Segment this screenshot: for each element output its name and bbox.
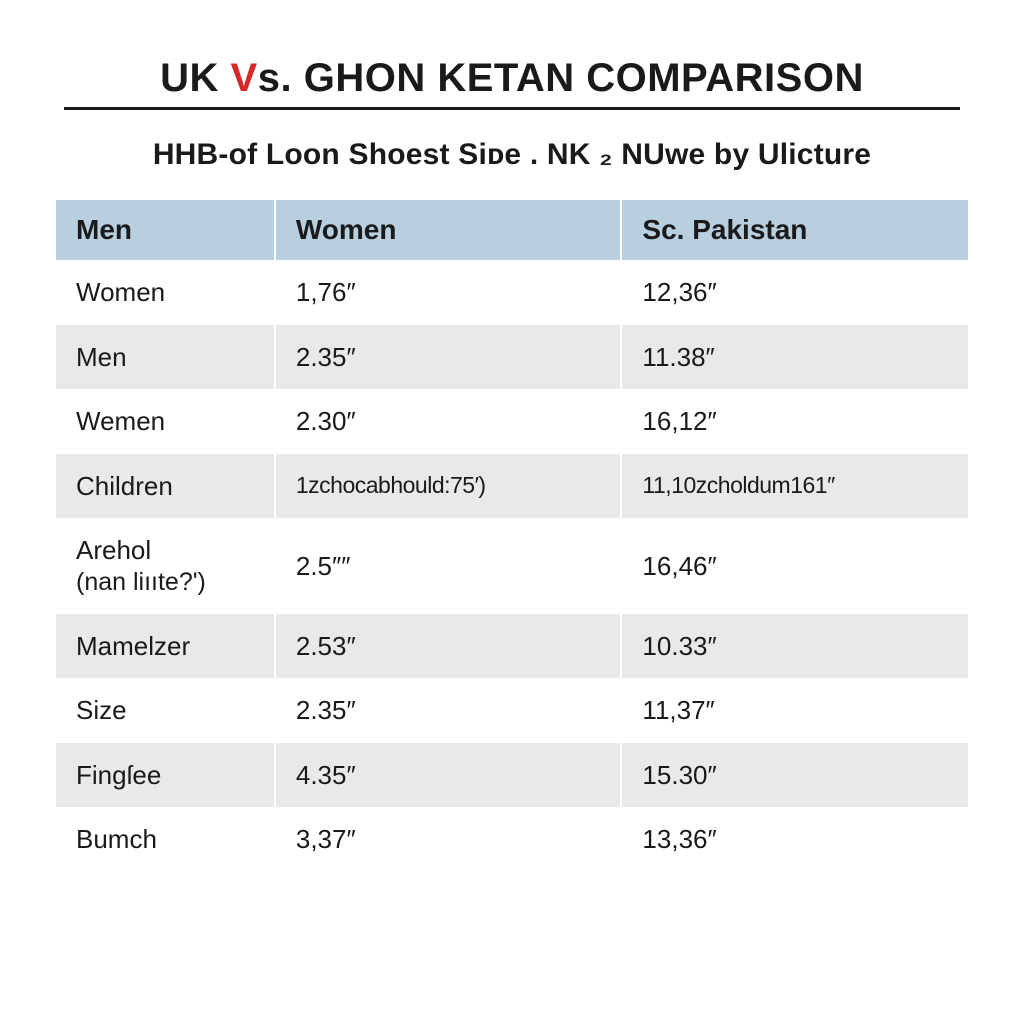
title-vs-v: V	[231, 56, 258, 100]
table-row: Wemen 2.30″ 16,12″	[56, 389, 968, 454]
col-header-3: Sc. Pakistan	[621, 200, 968, 260]
comparison-table: Men Women Sc. Pakistan Women 1,76″ 12,36…	[56, 200, 968, 872]
cell-value: 3,37″	[275, 807, 622, 872]
cell-value: 10.33″	[621, 614, 968, 679]
table-row: Size 2.35″ 11,37″	[56, 678, 968, 743]
table-row: Arehol (nan liııte?') 2.5″″ 16,46″	[56, 518, 968, 614]
cell-label: Bumch	[56, 807, 275, 872]
table-header-row: Men Women Sc. Pakistan	[56, 200, 968, 260]
table-row: Women 1,76″ 12,36″	[56, 260, 968, 325]
cell-value: 2.35″	[275, 678, 622, 743]
cell-label-line2: (nan liııte?')	[76, 567, 254, 598]
cell-value: 2.53″	[275, 614, 622, 679]
page-title: UK Vs. GHON KETAN COMPARISON	[64, 56, 960, 110]
cell-value: 2.30″	[275, 389, 622, 454]
col-header-1: Men	[56, 200, 275, 260]
cell-value: 13,36″	[621, 807, 968, 872]
table-row: Bumch 3,37″ 13,36″	[56, 807, 968, 872]
cell-value: 15.30″	[621, 743, 968, 808]
cell-label: Mamelzer	[56, 614, 275, 679]
cell-label: Size	[56, 678, 275, 743]
title-prefix: UK	[160, 56, 230, 100]
cell-value: 4.35″	[275, 743, 622, 808]
cell-value: 2.35″	[275, 325, 622, 390]
table-row: Men 2.35″ 11.38″	[56, 325, 968, 390]
table-row: Fingſee 4.35″ 15.30″	[56, 743, 968, 808]
cell-label: Arehol (nan liııte?')	[56, 518, 275, 614]
cell-label: Fingſee	[56, 743, 275, 808]
cell-value: 12,36″	[621, 260, 968, 325]
title-suffix: GHON KETAN COMPARISON	[292, 56, 864, 100]
title-vs-s: s.	[258, 56, 292, 100]
cell-value: 16,12″	[621, 389, 968, 454]
cell-value: 1,76″	[275, 260, 622, 325]
table-row: Mamelzer 2.53″ 10.33″	[56, 614, 968, 679]
cell-value: 16,46″	[621, 518, 968, 614]
cell-label: Wemen	[56, 389, 275, 454]
cell-value: 11,37″	[621, 678, 968, 743]
cell-label-line1: Arehol	[76, 535, 151, 565]
cell-label: Children	[56, 454, 275, 519]
cell-value: 2.5″″	[275, 518, 622, 614]
table-row: Children 1zchocabhould:75′) 11,10zcholdu…	[56, 454, 968, 519]
col-header-2: Women	[275, 200, 622, 260]
cell-label: Men	[56, 325, 275, 390]
page-subtitle: HHB-of Loon Shoest Siᴅe . NK ₂ NUwe by U…	[56, 138, 968, 172]
cell-value: 1zchocabhould:75′)	[275, 454, 622, 519]
cell-value: 11.38″	[621, 325, 968, 390]
cell-label: Women	[56, 260, 275, 325]
cell-value: 11,10zcholdum161″	[621, 454, 968, 519]
